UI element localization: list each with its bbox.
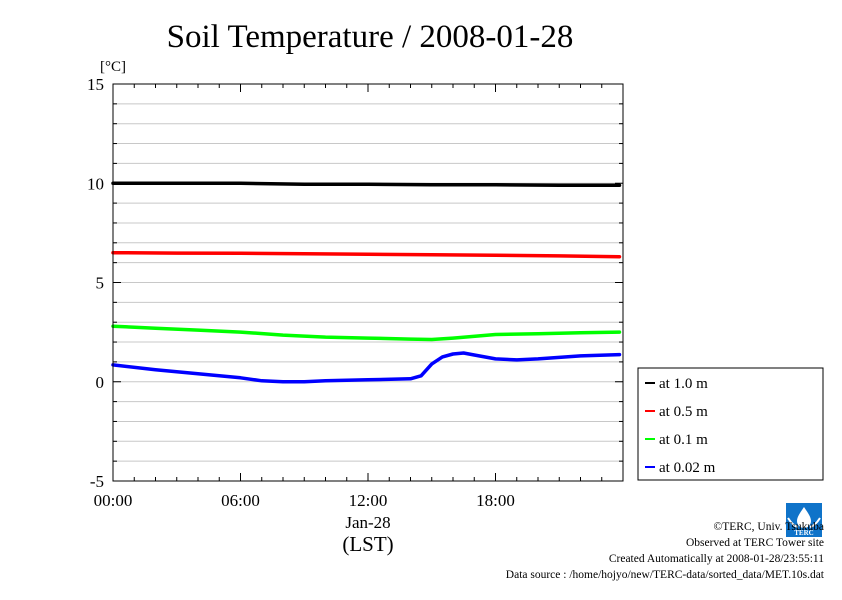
y-tick-label: 5 [96,274,105,293]
series-line [111,250,622,259]
x-tick-label: 12:00 [349,491,388,510]
grid [113,103,623,462]
terc-logo: TERC [786,503,822,537]
series-line [111,351,622,384]
series-line [111,181,622,187]
y-tick-label: -5 [90,472,104,491]
y-tick-label: 0 [96,373,105,392]
x-tick-label: 06:00 [221,491,260,510]
y-axis-unit: [°C] [100,59,126,75]
legend-box [637,367,824,481]
logo-wave [787,517,821,528]
legend-items: at 1.0 m at 0.5 m at 0.1 m at 0.02 m [645,376,716,476]
y-tick-label: 10 [87,174,104,193]
x-axis: 00:00 06:00 12:00 18:00 [94,84,624,510]
water-drop-icon [797,507,811,528]
y-tick-label: 15 [87,75,104,94]
x-tick-label: 00:00 [94,491,133,510]
logo-text: TERC [794,529,813,537]
created-text: Created Automatically at 2008-01-28/23:5… [608,553,824,565]
copyright-text: ©TERC, Univ. Tsukuba [713,521,824,533]
chart-title: Soil Temperature / 2008-01-28 [167,19,574,55]
series-layer [111,181,622,384]
source-text: Data source : /home/hojyo/new/TERC-data/… [505,569,824,581]
legend-label: at 0.5 m [659,404,708,420]
legend-label: at 0.1 m [659,432,708,448]
legend: at 1.0 m at 0.5 m at 0.1 m at 0.02 m [637,367,824,481]
legend-label: at 1.0 m [659,376,708,392]
x-axis-title: (LST) [342,532,393,556]
x-axis-date-label: Jan-28 [345,513,390,532]
observed-text: Observed at TERC Tower site [685,537,824,549]
series-line [111,324,622,342]
x-tick-label: 18:00 [476,491,515,510]
credits-block: ©TERC, Univ. Tsukuba Observed at TERC To… [506,519,824,583]
legend-label: at 0.02 m [659,460,716,476]
y-axis: -5 0 5 10 15 [87,75,623,491]
